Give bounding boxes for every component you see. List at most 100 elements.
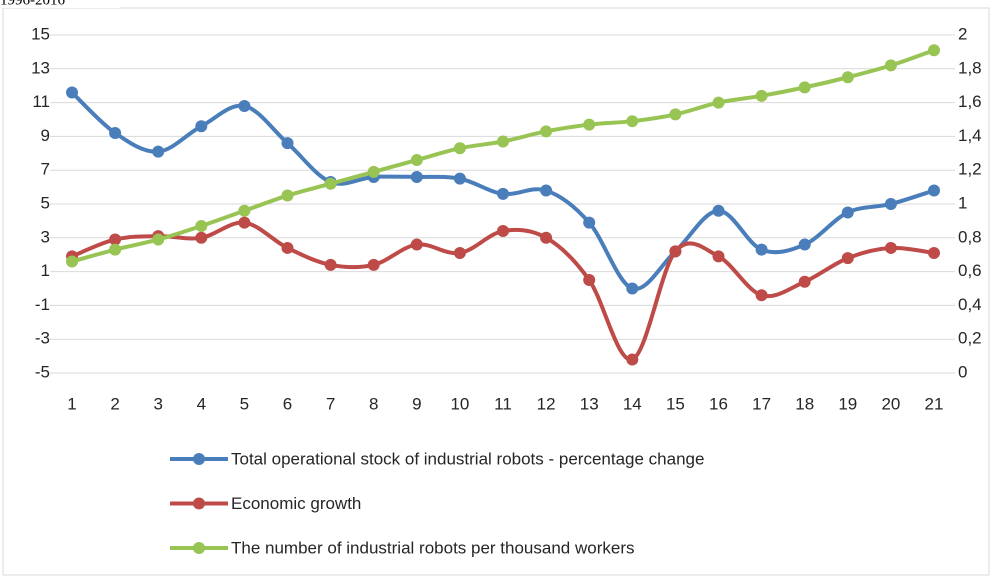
- subtitle-bg: [0, 0, 120, 8]
- data-point: [195, 219, 208, 232]
- y2-tick-label: 0,8: [958, 227, 982, 246]
- data-point: [410, 154, 423, 167]
- data-point: [109, 127, 122, 140]
- x-tick-label: 6: [283, 394, 292, 413]
- y-tick-label: 11: [32, 92, 50, 111]
- data-point: [324, 177, 337, 190]
- x-tick-label: 17: [752, 394, 771, 413]
- data-point: [669, 245, 682, 258]
- y-tick-label: -3: [35, 329, 50, 348]
- x-tick-label: 18: [795, 394, 814, 413]
- data-point: [798, 275, 811, 288]
- data-point: [66, 86, 78, 99]
- data-point: [712, 250, 725, 263]
- data-point: [755, 89, 768, 102]
- data-point: [453, 172, 466, 185]
- chart-subtitle: 1996-2016: [0, 0, 65, 8]
- x-tick-label: 20: [881, 394, 900, 413]
- data-point: [367, 258, 380, 271]
- data-point: [497, 135, 509, 148]
- legend-marker: [193, 453, 205, 465]
- data-point: [712, 96, 725, 109]
- data-point: [152, 145, 165, 158]
- data-point: [755, 243, 768, 256]
- data-point: [928, 44, 940, 57]
- data-point: [583, 274, 596, 287]
- x-tick-label: 12: [537, 394, 556, 413]
- data-point: [841, 252, 854, 265]
- data-point: [238, 99, 251, 112]
- y2-tick-label: 0,6: [958, 261, 982, 280]
- x-tick-label: 19: [838, 394, 857, 413]
- data-point: [583, 216, 596, 229]
- x-tick-label: 11: [494, 394, 512, 413]
- data-point: [324, 258, 337, 271]
- x-tick-label: 8: [369, 394, 378, 413]
- data-point: [540, 184, 553, 197]
- x-tick-label: 4: [197, 394, 206, 413]
- data-point: [238, 216, 251, 229]
- data-point: [281, 241, 294, 254]
- data-point: [583, 118, 596, 131]
- legend-marker: [193, 542, 205, 554]
- legend-label: Total operational stock of industrial ro…: [231, 449, 704, 468]
- x-tick-label: 14: [623, 394, 642, 413]
- legend-label: The number of industrial robots per thou…: [231, 538, 634, 557]
- data-point: [626, 115, 639, 128]
- x-tick-label: 2: [110, 394, 119, 413]
- x-tick-label: 10: [450, 394, 469, 413]
- y2-tick-label: 1,2: [958, 160, 982, 179]
- data-point: [281, 137, 294, 150]
- data-point: [497, 187, 509, 200]
- data-point: [841, 206, 854, 219]
- legend-marker: [193, 497, 205, 510]
- data-point: [453, 247, 466, 260]
- y-tick-label: 13: [31, 58, 50, 77]
- data-point: [712, 204, 725, 217]
- data-point: [928, 247, 940, 260]
- x-tick-label: 1: [67, 394, 76, 413]
- data-point: [410, 238, 423, 251]
- x-tick-label: 7: [326, 394, 335, 413]
- data-point: [798, 238, 811, 251]
- y2-tick-label: 1,8: [958, 58, 982, 77]
- data-point: [195, 120, 208, 133]
- data-point: [626, 353, 639, 366]
- x-tick-label: 21: [925, 394, 944, 413]
- data-point: [152, 233, 165, 246]
- y-tick-label: -1: [35, 295, 50, 314]
- y-tick-label: 15: [31, 24, 50, 43]
- data-point: [195, 231, 208, 244]
- data-point: [884, 198, 897, 210]
- data-point: [841, 71, 854, 84]
- data-point: [540, 125, 553, 138]
- y-tick-label: 9: [41, 126, 50, 145]
- data-point: [626, 282, 639, 295]
- y-tick-label: 5: [41, 193, 50, 212]
- data-point: [109, 233, 122, 246]
- data-point: [884, 59, 897, 72]
- data-point: [410, 170, 423, 183]
- data-point: [453, 142, 466, 155]
- y-tick-label: 1: [41, 261, 50, 280]
- data-point: [238, 204, 251, 217]
- series-line: [70, 91, 935, 291]
- data-point: [367, 165, 380, 178]
- data-point: [497, 225, 509, 238]
- x-tick-label: 9: [412, 394, 421, 413]
- y2-tick-label: 0: [958, 362, 967, 381]
- y-tick-label: 3: [41, 227, 50, 246]
- data-point: [281, 189, 294, 202]
- data-point: [928, 184, 940, 197]
- y2-tick-label: 1,4: [958, 126, 982, 145]
- y2-tick-label: 2: [958, 24, 967, 43]
- y2-tick-label: 0,2: [958, 329, 982, 348]
- data-point: [755, 289, 768, 302]
- series-line: [71, 220, 935, 362]
- legend-label: Economic growth: [231, 494, 361, 513]
- data-point: [669, 108, 682, 121]
- x-tick-label: 16: [709, 394, 728, 413]
- data-point: [66, 255, 78, 268]
- data-point: [798, 81, 811, 94]
